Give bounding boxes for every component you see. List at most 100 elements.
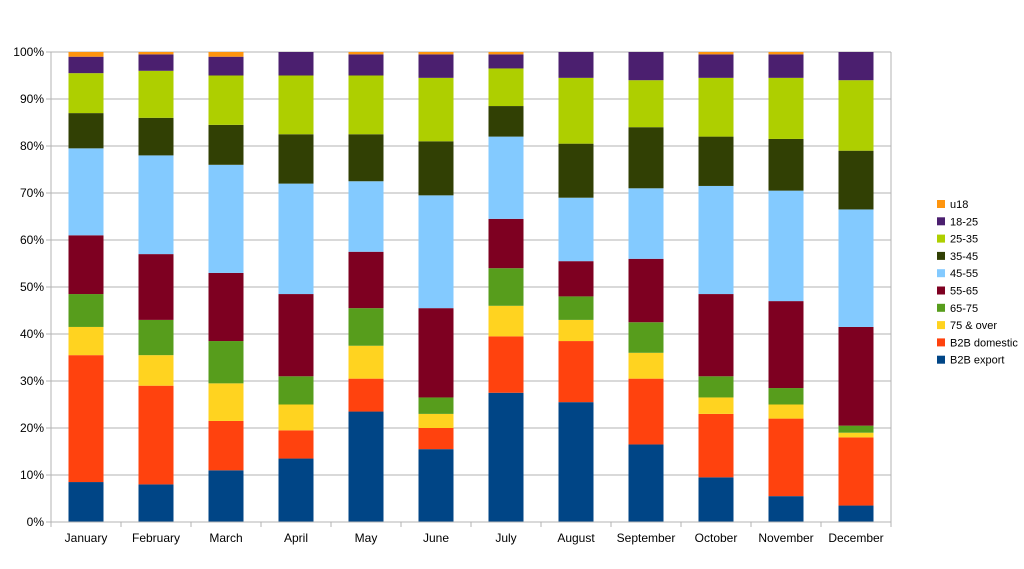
legend-label: 18-25 bbox=[950, 216, 978, 228]
bar-segment-b2b-export-august bbox=[558, 402, 594, 522]
bar-segment-b2b-domestic-september bbox=[628, 378, 664, 445]
legend-swatch bbox=[937, 234, 945, 243]
bar-segment-75-over-august bbox=[558, 319, 594, 342]
bar-stack-may bbox=[348, 52, 384, 522]
bar-segment-u18-january bbox=[68, 52, 104, 57]
legend-item-u18: u18 bbox=[937, 199, 968, 211]
bar-segment-35-45-october bbox=[698, 136, 734, 186]
bar-segment-25-35-september bbox=[628, 80, 664, 128]
legend-swatch bbox=[937, 338, 945, 347]
x-tick-label: August bbox=[557, 531, 595, 545]
bar-segment-45-55-january bbox=[68, 148, 104, 236]
bar-segment-b2b-export-march bbox=[208, 470, 244, 522]
bar-segment-45-55-april bbox=[278, 183, 314, 295]
y-tick-label: 80% bbox=[20, 139, 44, 153]
bar-segment-55-65-april bbox=[278, 294, 314, 377]
x-tick-label: July bbox=[495, 531, 516, 545]
bar-segment-18-25-february bbox=[138, 54, 174, 71]
bar-segment-35-45-july bbox=[488, 106, 524, 137]
bar-segment-b2b-export-july bbox=[488, 392, 524, 522]
bar-segment-55-65-october bbox=[698, 294, 734, 377]
bar-segment-75-over-october bbox=[698, 397, 734, 414]
bar-segment-u18-may bbox=[348, 52, 384, 55]
x-tick-label: February bbox=[132, 531, 180, 545]
bar-segment-b2b-export-may bbox=[348, 411, 384, 522]
y-tick-label: 40% bbox=[20, 327, 44, 341]
bar-segment-u18-february bbox=[138, 52, 174, 55]
bar-segment-45-55-november bbox=[768, 190, 804, 302]
bar-segment-u18-october bbox=[698, 52, 734, 55]
bar-stack-december bbox=[838, 52, 874, 522]
bar-segment-25-35-january bbox=[68, 73, 104, 114]
bar-segment-18-25-may bbox=[348, 54, 384, 76]
bar-segment-25-35-november bbox=[768, 77, 804, 139]
bar-segment-18-25-april bbox=[278, 52, 314, 76]
legend-label: 45-55 bbox=[950, 268, 978, 280]
bar-segment-75-over-july bbox=[488, 305, 524, 337]
bar-segment-25-35-march bbox=[208, 75, 244, 125]
bar-segment-45-55-march bbox=[208, 164, 244, 273]
x-tick-label: September bbox=[617, 531, 676, 545]
bar-segment-75-over-april bbox=[278, 404, 314, 431]
bar-segment-25-35-december bbox=[838, 80, 874, 151]
bar-segment-55-65-november bbox=[768, 301, 804, 389]
bar-stack-july bbox=[488, 52, 524, 522]
bar-segment-25-35-may bbox=[348, 75, 384, 135]
y-tick-label: 70% bbox=[20, 186, 44, 200]
legend-label: 25-35 bbox=[950, 234, 978, 246]
x-tick-labels: January February March April May June July Augu… bbox=[65, 531, 884, 545]
bar-segment-55-65-september bbox=[628, 258, 664, 323]
bar-segment-75-over-may bbox=[348, 345, 384, 379]
bar-segment-b2b-domestic-july bbox=[488, 336, 524, 393]
bar-segment-65-75-august bbox=[558, 296, 594, 320]
bar-segment-18-25-august bbox=[558, 52, 594, 78]
bars bbox=[68, 52, 874, 522]
bar-segment-b2b-domestic-june bbox=[418, 428, 454, 450]
bar-segment-35-45-august bbox=[558, 143, 594, 198]
legend-label: B2B export bbox=[950, 355, 1004, 367]
y-tick-label: 20% bbox=[20, 421, 44, 435]
bar-segment-75-over-june bbox=[418, 413, 454, 428]
legend-item-55-65: 55-65 bbox=[937, 286, 978, 298]
bar-segment-b2b-export-february bbox=[138, 484, 174, 522]
bar-segment-18-25-december bbox=[838, 52, 874, 81]
bar-segment-b2b-export-june bbox=[418, 449, 454, 522]
legend-item-45-55: 45-55 bbox=[937, 268, 978, 280]
bar-segment-55-65-january bbox=[68, 235, 104, 295]
bar-segment-25-35-july bbox=[488, 68, 524, 107]
bar-segment-35-45-january bbox=[68, 113, 104, 149]
bar-segment-65-75-march bbox=[208, 341, 244, 384]
legend-label: B2B domestic bbox=[950, 337, 1018, 349]
bar-segment-25-35-october bbox=[698, 77, 734, 137]
bar-segment-b2b-domestic-october bbox=[698, 413, 734, 478]
bar-segment-65-75-november bbox=[768, 388, 804, 405]
bar-segment-35-45-march bbox=[208, 124, 244, 165]
bar-segment-b2b-export-november bbox=[768, 496, 804, 522]
x-tick-label: June bbox=[423, 531, 449, 545]
bar-segment-55-65-july bbox=[488, 218, 524, 269]
legend-swatch bbox=[937, 321, 945, 330]
bar-segment-b2b-export-january bbox=[68, 482, 104, 522]
bar-segment-45-55-july bbox=[488, 136, 524, 219]
bar-stack-september bbox=[628, 52, 664, 522]
bar-segment-65-75-june bbox=[418, 397, 454, 414]
bar-segment-45-55-june bbox=[418, 195, 454, 309]
legend-label: 55-65 bbox=[950, 286, 978, 298]
bar-segment-b2b-domestic-november bbox=[768, 418, 804, 497]
y-tick-label: 10% bbox=[20, 468, 44, 482]
legend-item-35-45: 35-45 bbox=[937, 251, 978, 263]
bar-segment-55-65-february bbox=[138, 254, 174, 320]
bar-segment-25-35-february bbox=[138, 70, 174, 118]
legend-item-25-35: 25-35 bbox=[937, 234, 978, 246]
bar-segment-55-65-june bbox=[418, 308, 454, 398]
bar-segment-b2b-export-december bbox=[838, 505, 874, 522]
bar-segment-b2b-domestic-january bbox=[68, 355, 104, 483]
bar-segment-75-over-december bbox=[838, 432, 874, 438]
y-tick-label: 50% bbox=[20, 280, 44, 294]
bar-stack-march bbox=[208, 52, 244, 522]
bar-segment-b2b-domestic-february bbox=[138, 385, 174, 485]
legend-swatch bbox=[937, 303, 945, 312]
bar-segment-25-35-june bbox=[418, 77, 454, 142]
bar-segment-u18-june bbox=[418, 52, 454, 55]
